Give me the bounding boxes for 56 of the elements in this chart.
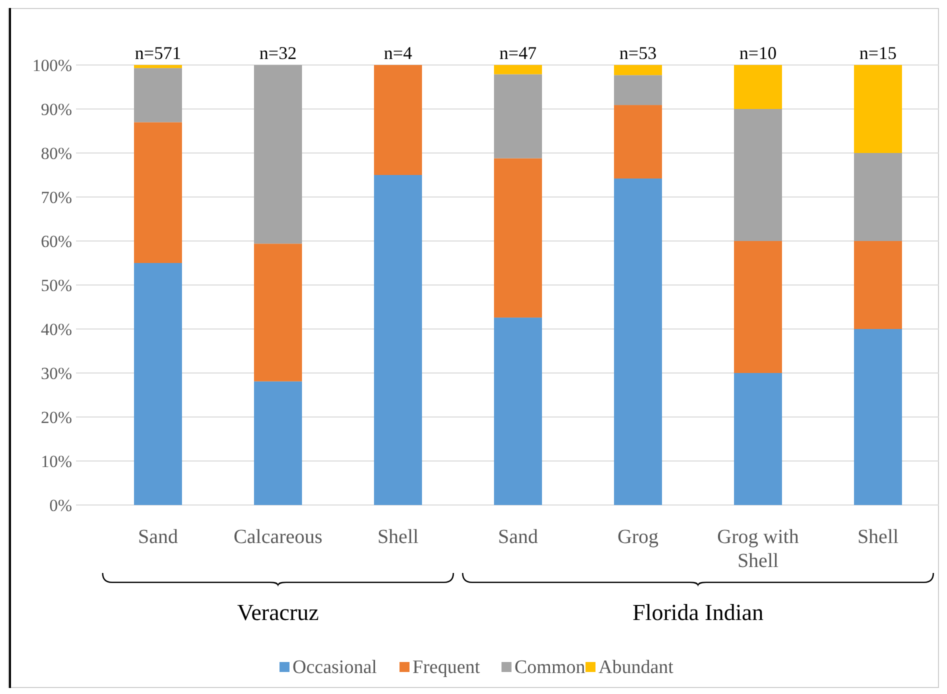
- bar: [734, 241, 782, 373]
- legend-label: Abundant: [598, 657, 674, 678]
- text: Florida Indian: [632, 600, 764, 625]
- y-tick-label: 30%: [40, 364, 72, 383]
- y-tick-label: 60%: [40, 232, 72, 251]
- y-tick-label: 90%: [40, 100, 72, 119]
- text: n=53: [619, 43, 657, 63]
- text: n=47: [499, 43, 537, 63]
- legend-label: Common: [514, 657, 586, 678]
- bar: [854, 153, 902, 241]
- bar: [134, 263, 182, 505]
- text: n=10: [739, 43, 777, 63]
- text: n=571: [134, 43, 182, 63]
- x-tick-label: Shell: [857, 526, 899, 548]
- bar: [854, 241, 902, 329]
- bar: [374, 175, 422, 505]
- bar: [494, 74, 542, 158]
- y-tick-label: 20%: [40, 408, 72, 427]
- bar: [614, 178, 662, 505]
- bar: [734, 373, 782, 505]
- x-tick-label: Shell: [377, 526, 419, 548]
- bar: [134, 122, 182, 263]
- bar: [854, 65, 902, 153]
- bar: [254, 381, 302, 505]
- bar: [494, 158, 542, 318]
- bar: [494, 65, 542, 74]
- bar: [734, 109, 782, 241]
- bar: [854, 329, 902, 505]
- x-tick-label: Grog: [617, 526, 659, 548]
- x-tick-label: Sand: [498, 526, 538, 548]
- text: n=4: [384, 43, 412, 63]
- bar: [614, 65, 662, 76]
- bar: [614, 105, 662, 179]
- x-tick-label: Grog with Shell: [717, 526, 799, 572]
- text: n=32: [259, 43, 297, 63]
- bar: [134, 65, 182, 68]
- y-tick-label: 80%: [40, 144, 72, 163]
- text: n=15: [859, 43, 897, 63]
- y-tick-label: 10%: [40, 452, 72, 471]
- y-tick-label: 70%: [40, 188, 72, 207]
- bar: [614, 75, 662, 106]
- y-tick-label: 50%: [40, 276, 72, 295]
- legend-label: Occasional: [292, 657, 377, 678]
- x-tick-label: Sand: [138, 526, 178, 548]
- bar: [254, 244, 302, 382]
- x-tick-label: Calcareous: [234, 526, 323, 548]
- bar: [734, 65, 782, 109]
- legend-label: Frequent: [412, 657, 481, 678]
- bar: [374, 65, 422, 175]
- y-tick-label: 100%: [32, 56, 72, 75]
- bar: [134, 68, 182, 122]
- bar: [494, 318, 542, 505]
- y-tick-label: 0%: [49, 496, 72, 515]
- bar: [254, 65, 302, 244]
- y-tick-label: 40%: [40, 320, 72, 339]
- text: Veracruz: [237, 600, 319, 625]
